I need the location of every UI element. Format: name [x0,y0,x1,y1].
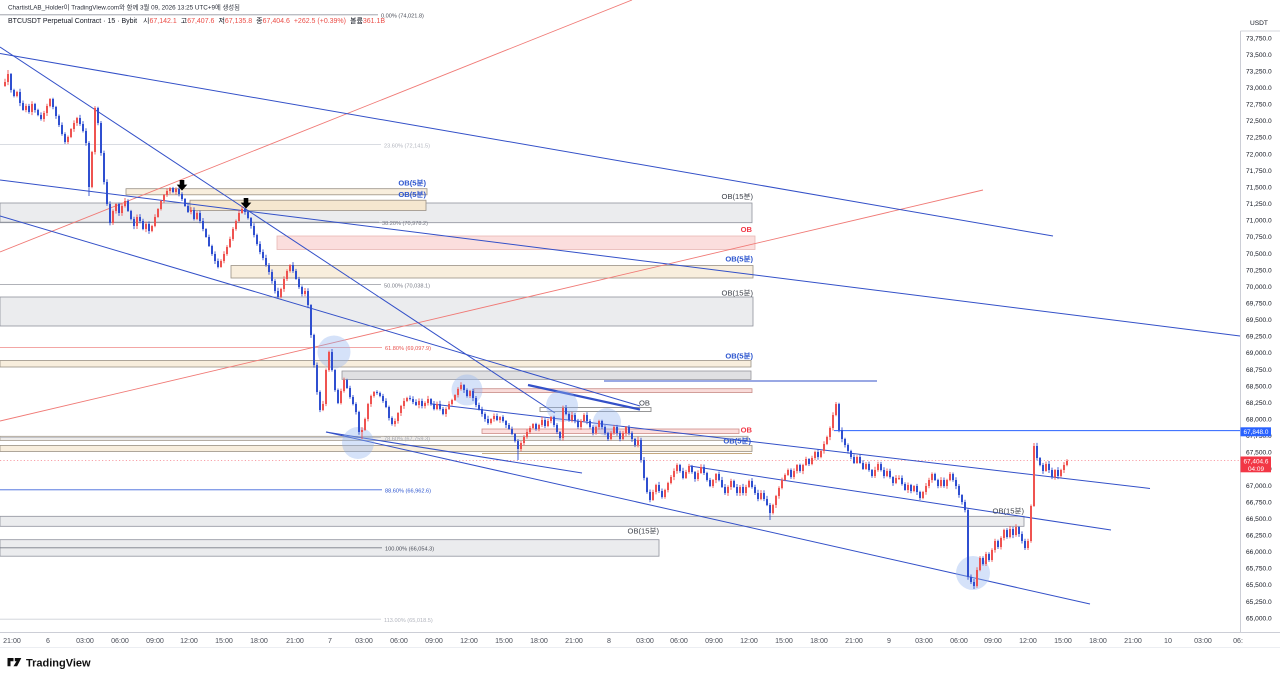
svg-text:68,500.0: 68,500.0 [1246,383,1272,390]
svg-text:12:00: 12:00 [180,637,198,645]
svg-text:06:00: 06:00 [950,637,968,645]
svg-text:OB: OB [741,225,753,234]
svg-text:12:00: 12:00 [740,637,758,645]
svg-text:09:00: 09:00 [984,637,1002,645]
svg-text:73,250.0: 73,250.0 [1246,68,1272,75]
svg-text:70,000.0: 70,000.0 [1246,284,1272,291]
svg-text:68,750.0: 68,750.0 [1246,367,1272,374]
svg-text:38.20% (70,978.2): 38.20% (70,978.2) [382,221,428,227]
svg-text:10: 10 [1164,637,1172,645]
svg-text:71,000.0: 71,000.0 [1246,218,1272,225]
svg-text:65,250.0: 65,250.0 [1246,599,1272,606]
svg-text:65,500.0: 65,500.0 [1246,582,1272,589]
svg-text:BTCUSDT Perpetual Contract · 1: BTCUSDT Perpetual Contract · 15 · Bybit 시… [8,16,385,25]
svg-text:66,500.0: 66,500.0 [1246,516,1272,523]
svg-text:65,000.0: 65,000.0 [1246,615,1272,622]
svg-text:67,000.0: 67,000.0 [1246,483,1272,490]
svg-text:65,750.0: 65,750.0 [1246,566,1272,573]
svg-text:21:00: 21:00 [845,637,863,645]
svg-text:04:09: 04:09 [1248,466,1264,473]
svg-text:OB(15분): OB(15분) [993,507,1025,516]
svg-text:73,750.0: 73,750.0 [1246,35,1272,42]
svg-text:OB(15분): OB(15분) [722,289,754,298]
svg-text:03:00: 03:00 [76,637,94,645]
svg-text:8: 8 [607,637,611,645]
svg-text:USDT: USDT [1250,20,1268,27]
svg-text:71,500.0: 71,500.0 [1246,185,1272,192]
svg-text:18:00: 18:00 [250,637,268,645]
svg-text:06:00: 06:00 [670,637,688,645]
svg-text:OB: OB [639,399,650,408]
svg-text:OB(15분): OB(15분) [722,192,754,201]
svg-text:OB(15분): OB(15분) [628,527,660,536]
svg-text:OB(5분): OB(5분) [398,190,426,199]
svg-text:67,848.0: 67,848.0 [1244,429,1269,436]
svg-text:12:00: 12:00 [1019,637,1037,645]
svg-text:03:00: 03:00 [636,637,654,645]
svg-text:67,404.6: 67,404.6 [1244,459,1269,466]
svg-text:21:00: 21:00 [565,637,583,645]
svg-text:113.00% (65,018.5): 113.00% (65,018.5) [384,618,433,624]
svg-text:03:00: 03:00 [355,637,373,645]
svg-text:09:00: 09:00 [705,637,723,645]
svg-text:12:00: 12:00 [460,637,478,645]
svg-text:66,750.0: 66,750.0 [1246,499,1272,506]
svg-text:73,500.0: 73,500.0 [1246,52,1272,59]
svg-text:7: 7 [328,637,332,645]
svg-text:ChartistLAB_Holder이 TradingVie: ChartistLAB_Holder이 TradingView.com와 함께 … [8,3,240,12]
svg-text:18:00: 18:00 [810,637,828,645]
svg-text:73,000.0: 73,000.0 [1246,85,1272,92]
svg-text:68,250.0: 68,250.0 [1246,400,1272,407]
svg-text:0.00% (74,021.8): 0.00% (74,021.8) [381,14,424,20]
svg-text:OB(5분): OB(5분) [725,255,753,264]
svg-text:67,750.0: 67,750.0 [1246,433,1272,440]
svg-text:69,000.0: 69,000.0 [1246,350,1272,357]
svg-text:18:00: 18:00 [530,637,548,645]
svg-text:9: 9 [887,637,891,645]
svg-text:21:00: 21:00 [3,637,21,645]
svg-text:50.00% (70,038.1): 50.00% (70,038.1) [384,283,430,289]
svg-text:78.60% (67,759.3): 78.60% (67,759.3) [384,436,430,442]
svg-text:70,750.0: 70,750.0 [1246,234,1272,241]
svg-text:09:00: 09:00 [146,637,164,645]
svg-text:03:00: 03:00 [915,637,933,645]
svg-text:69,500.0: 69,500.0 [1246,317,1272,324]
svg-text:69,750.0: 69,750.0 [1246,301,1272,308]
svg-text:71,750.0: 71,750.0 [1246,168,1272,175]
svg-text:69,250.0: 69,250.0 [1246,334,1272,341]
svg-text:15:00: 15:00 [1054,637,1072,645]
svg-text:72,750.0: 72,750.0 [1246,102,1272,109]
svg-text:72,250.0: 72,250.0 [1246,135,1272,142]
svg-text:06:00: 06:00 [111,637,129,645]
svg-text:70,500.0: 70,500.0 [1246,251,1272,258]
svg-text:70,250.0: 70,250.0 [1246,267,1272,274]
svg-text:18:00: 18:00 [1089,637,1107,645]
svg-text:OB(5분): OB(5분) [723,437,751,446]
svg-text:68,000.0: 68,000.0 [1246,417,1272,424]
svg-text:6: 6 [46,637,50,645]
svg-text:66,250.0: 66,250.0 [1246,533,1272,540]
svg-text:03:00: 03:00 [1194,637,1212,645]
svg-text:21:00: 21:00 [286,637,304,645]
svg-text:15:00: 15:00 [775,637,793,645]
svg-text:100.00% (66,054.3): 100.00% (66,054.3) [385,547,434,553]
svg-text:OB: OB [741,426,753,435]
svg-text:06:00: 06:00 [390,637,408,645]
svg-text:15:00: 15:00 [215,637,233,645]
svg-text:66,000.0: 66,000.0 [1246,549,1272,556]
svg-text:OB(5분): OB(5분) [725,352,753,361]
svg-text:06:: 06: [1233,637,1243,645]
svg-text:09:00: 09:00 [425,637,443,645]
svg-text:72,000.0: 72,000.0 [1246,151,1272,158]
svg-text:OB(5분): OB(5분) [398,179,426,188]
svg-text:72,500.0: 72,500.0 [1246,118,1272,125]
svg-text:71,250.0: 71,250.0 [1246,201,1272,208]
svg-text:23.60% (72,141.5): 23.60% (72,141.5) [384,143,430,149]
svg-text:61.80% (69,097.9): 61.80% (69,097.9) [385,346,431,352]
svg-text:21:00: 21:00 [1124,637,1142,645]
svg-text:15:00: 15:00 [495,637,513,645]
svg-text:67,500.0: 67,500.0 [1246,450,1272,457]
svg-text:88.60% (66,962.6): 88.60% (66,962.6) [385,489,431,495]
svg-text:TradingView: TradingView [26,658,91,670]
